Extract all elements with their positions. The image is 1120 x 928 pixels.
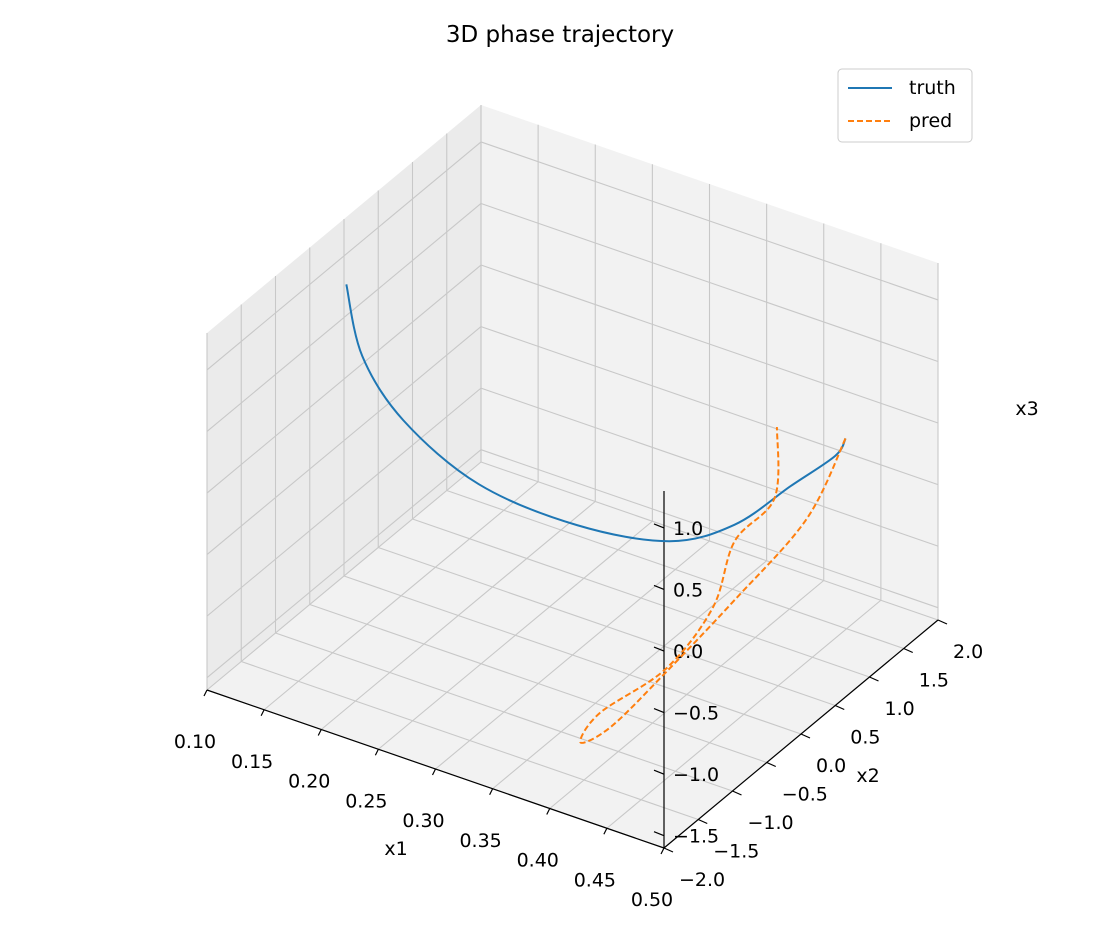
- x-tick-label: 0.35: [459, 830, 501, 852]
- z-tick-label: −1.5: [673, 826, 719, 848]
- x-tick-label: 0.20: [288, 771, 330, 793]
- z-tick-label: −0.5: [673, 703, 719, 725]
- gridline-z-left: [206, 203, 482, 432]
- y-tick: [766, 761, 776, 768]
- gridline-y-floor: [446, 489, 904, 650]
- x-tick-label: 0.30: [402, 810, 444, 832]
- y-tick-label: 1.5: [919, 670, 949, 692]
- z-tick-label: −1.0: [673, 764, 719, 786]
- z-tick: [653, 708, 665, 714]
- gridline-y-floor: [480, 461, 939, 621]
- x-tick: [260, 709, 265, 717]
- data-series: [345, 284, 847, 744]
- legend-label-truth: truth: [909, 77, 956, 99]
- x-tick-label: 0.15: [231, 751, 273, 773]
- y-tick-label: −1.5: [713, 841, 759, 863]
- y-tick: [835, 704, 845, 711]
- gridline-y-floor: [309, 603, 767, 764]
- x-tick-label: 0.10: [174, 731, 216, 753]
- x-tick: [660, 847, 665, 855]
- z-tick: [653, 831, 665, 837]
- y-tick: [698, 818, 708, 825]
- gridline-y-floor: [343, 575, 802, 735]
- tick-labels: 0.10 0.15 0.20 0.25 0.30 0.35 0.40 0.45 0.50 −2.0…: [174, 518, 983, 911]
- z-tick: [653, 769, 665, 775]
- gridline-z-left: [206, 141, 482, 371]
- z-tick-label: 0.0: [673, 641, 703, 663]
- x-tick-label: 0.25: [345, 790, 387, 812]
- x-tick-label: 0.50: [631, 889, 673, 911]
- chart-title: 3D phase trajectory: [446, 22, 674, 48]
- y-axis-label: x2: [856, 765, 879, 787]
- x-axis-label: x1: [384, 838, 407, 860]
- gridline-z-back: [480, 141, 939, 301]
- y-tick-label: 1.0: [885, 698, 915, 720]
- gridline-z-left: [206, 449, 482, 679]
- x-tick: [317, 729, 322, 736]
- gridline-y-floor: [275, 632, 733, 792]
- z-tick: [653, 523, 665, 529]
- y-tick-label: −2.0: [679, 869, 725, 891]
- gridline-z-back: [480, 264, 939, 424]
- z-axis-label: x3: [1015, 398, 1038, 420]
- gridline-z-left: [206, 387, 482, 617]
- x-tick: [374, 748, 379, 756]
- z-tick-label: 0.5: [673, 579, 703, 601]
- y-tick-label: −0.5: [782, 784, 828, 806]
- y-tick-label: 2.0: [953, 641, 983, 663]
- z-tick: [653, 584, 665, 591]
- gridline-z-back: [480, 449, 939, 609]
- x-tick: [431, 768, 437, 776]
- y-tick-label: −1.0: [748, 812, 794, 834]
- y-tick: [800, 733, 811, 739]
- legend-label-pred: pred: [909, 110, 952, 132]
- gridline-z-back: [480, 326, 939, 486]
- legend: truth pred: [837, 68, 973, 143]
- x-tick: [203, 689, 208, 697]
- y-tick-label: 0.5: [850, 727, 880, 749]
- x-tick-label: 0.40: [517, 850, 559, 872]
- series-line-truth: [345, 284, 847, 543]
- z-tick: [653, 646, 665, 652]
- y-tick: [937, 619, 948, 625]
- x-tick: [603, 827, 608, 835]
- gridline-z-back: [480, 202, 939, 363]
- gridline-z-left: [206, 326, 482, 556]
- y-tick: [903, 647, 913, 654]
- gridline-z-left: [206, 264, 482, 494]
- y-tick-label: 0.0: [816, 755, 846, 777]
- z-tick-label: 1.0: [673, 518, 703, 540]
- gridline-y-floor: [378, 546, 836, 707]
- x-tick: [489, 788, 494, 796]
- y-tick: [732, 790, 742, 796]
- y-tick: [869, 676, 879, 682]
- x-tick-label: 0.45: [574, 869, 616, 891]
- gridline-y-floor: [412, 518, 870, 678]
- series-line-pred: [579, 427, 847, 744]
- gridline-y-floor: [241, 660, 699, 821]
- y-tick: [663, 847, 674, 853]
- gridline-z-back: [480, 387, 939, 547]
- x-tick: [546, 808, 551, 815]
